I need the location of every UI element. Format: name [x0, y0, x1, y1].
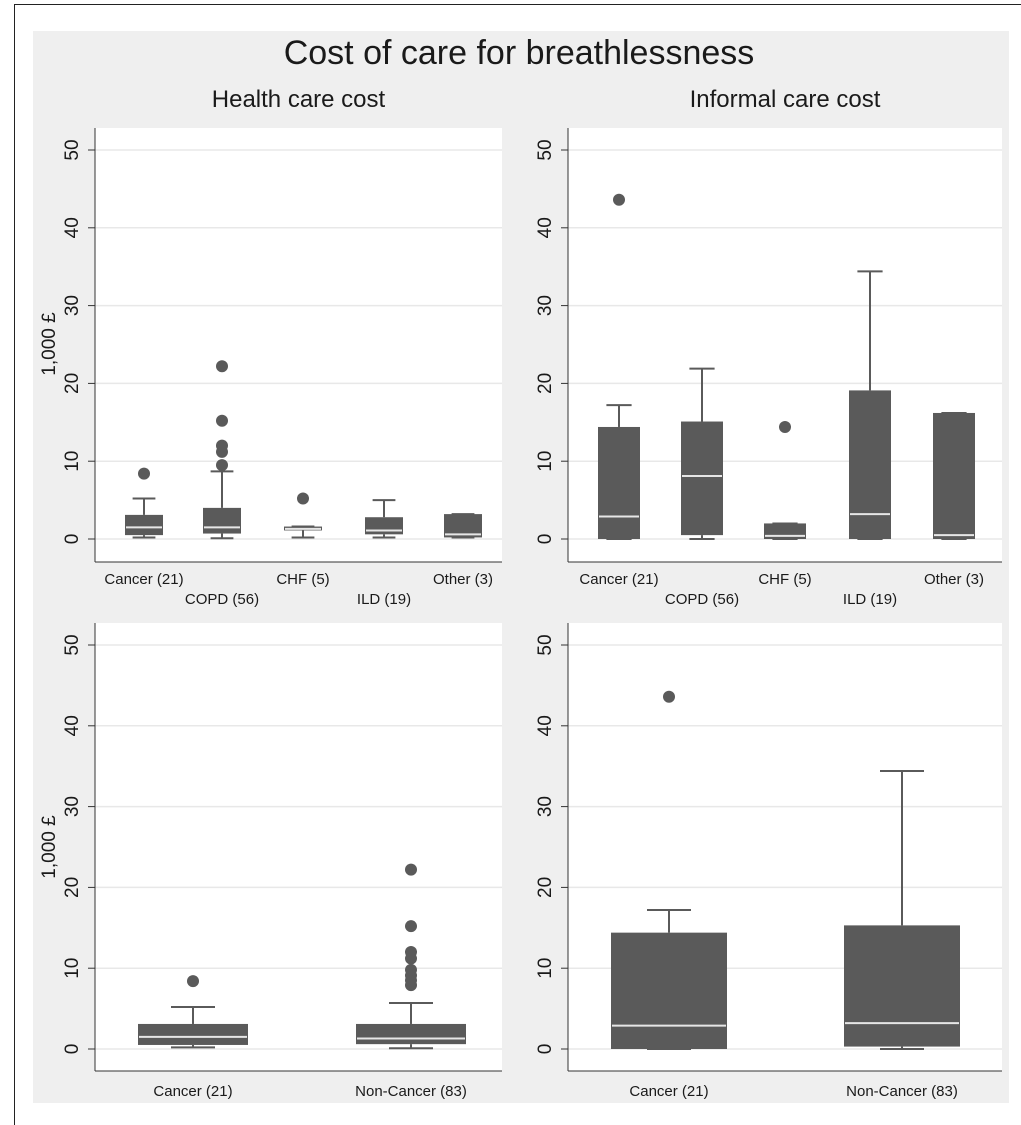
box-1: [611, 690, 727, 1050]
category-label: Other (3): [433, 571, 493, 588]
y-tick-label: 40: [62, 217, 83, 238]
y-tick-label: 30: [535, 295, 556, 316]
y-tick-label: 50: [62, 634, 83, 655]
category-label: Cancer (21): [153, 1083, 232, 1100]
y-tick-label: 10: [62, 451, 83, 472]
box-5: [933, 411, 975, 540]
box-3: [284, 492, 322, 539]
outlier-point: [216, 459, 228, 472]
outlier-point: [216, 414, 228, 427]
chart-title: Cost of care for breathlessness: [284, 34, 755, 72]
category-label: CHF (5): [276, 571, 329, 588]
box-2: [681, 367, 723, 540]
box-body: [933, 412, 975, 539]
y-tick-label: 50: [535, 634, 556, 655]
y-tick-label: 30: [62, 796, 83, 817]
y-tick-label: 0: [62, 534, 83, 545]
y-axis-label: 1,000 £: [39, 312, 60, 376]
y-tick-label: 0: [535, 534, 556, 545]
box-3: [764, 420, 806, 540]
box-body: [203, 507, 241, 534]
y-tick-label: 40: [62, 715, 83, 736]
outlier-point: [779, 420, 791, 433]
category-label: Cancer (21): [579, 571, 658, 588]
category-label: COPD (56): [185, 591, 259, 608]
outlier-point: [405, 920, 417, 933]
category-label: Cancer (21): [104, 571, 183, 588]
y-tick-label: 0: [535, 1044, 556, 1055]
category-label: Non-Cancer (83): [846, 1083, 958, 1100]
y-tick-label: 20: [535, 877, 556, 898]
box-body: [844, 925, 960, 1047]
box-2: [844, 770, 960, 1050]
box-body: [611, 932, 727, 1049]
box-5: [444, 513, 482, 539]
y-tick-label: 20: [535, 373, 556, 394]
y-tick-label: 40: [535, 217, 556, 238]
box-body: [356, 1023, 466, 1045]
category-label: COPD (56): [665, 591, 739, 608]
box-body: [598, 426, 640, 539]
panel-2: Informal care cost 0 10 20 30 40 50 Cancer (21)…: [535, 86, 1002, 608]
box-body: [365, 517, 403, 535]
outlier-point: [405, 863, 417, 876]
box-1: [125, 467, 163, 539]
panel-title: Health care cost: [212, 86, 386, 113]
box-body: [138, 1023, 248, 1045]
y-tick-label: 30: [62, 295, 83, 316]
box-1: [138, 975, 248, 1049]
category-label: Other (3): [924, 571, 984, 588]
box-2: [356, 863, 466, 1050]
y-tick-label: 40: [535, 715, 556, 736]
y-axis-label: 1,000 £: [39, 815, 60, 879]
outlier-point: [613, 193, 625, 206]
box-body: [125, 514, 163, 536]
outlier-point: [297, 492, 309, 505]
box-1: [598, 193, 640, 540]
box-body: [444, 514, 482, 538]
panel-title: Informal care cost: [690, 86, 881, 113]
y-tick-label: 50: [62, 139, 83, 160]
y-tick-label: 30: [535, 796, 556, 817]
y-tick-label: 10: [535, 451, 556, 472]
box-4: [849, 270, 891, 540]
category-label: CHF (5): [758, 571, 811, 588]
panel-4: 0 10 20 30 40 50 Cancer (21) Non-Cancer (83): [535, 623, 1002, 1100]
y-tick-label: 0: [62, 1044, 83, 1055]
figure-border: [14, 4, 1021, 1125]
y-tick-label: 50: [535, 139, 556, 160]
outlier-point: [405, 946, 417, 959]
outlier-point: [405, 963, 417, 976]
outlier-point: [216, 360, 228, 373]
category-label: Non-Cancer (83): [355, 1083, 467, 1100]
plot-area: [95, 623, 502, 1071]
category-label: ILD (19): [357, 591, 411, 608]
box-body: [681, 421, 723, 536]
y-tick-label: 20: [62, 373, 83, 394]
category-label: Cancer (21): [629, 1083, 708, 1100]
box-2: [203, 360, 241, 540]
box-body: [849, 390, 891, 539]
outlier-point: [663, 690, 675, 703]
outlier-point: [216, 439, 228, 452]
panel-1: Health care cost 0 10 20 30 40 50 1,000 £ Cancer…: [39, 86, 502, 608]
y-tick-label: 10: [62, 958, 83, 979]
box-4: [365, 499, 403, 539]
plot-area: [568, 128, 1002, 562]
outlier-point: [187, 975, 199, 988]
y-tick-label: 10: [535, 958, 556, 979]
plot-area: [95, 128, 502, 562]
y-tick-label: 20: [62, 877, 83, 898]
panel-3: 0 10 20 30 40 50 1,000 £ Cancer (21) Non-Cancer …: [39, 623, 502, 1100]
outlier-point: [138, 467, 150, 480]
category-label: ILD (19): [843, 591, 897, 608]
